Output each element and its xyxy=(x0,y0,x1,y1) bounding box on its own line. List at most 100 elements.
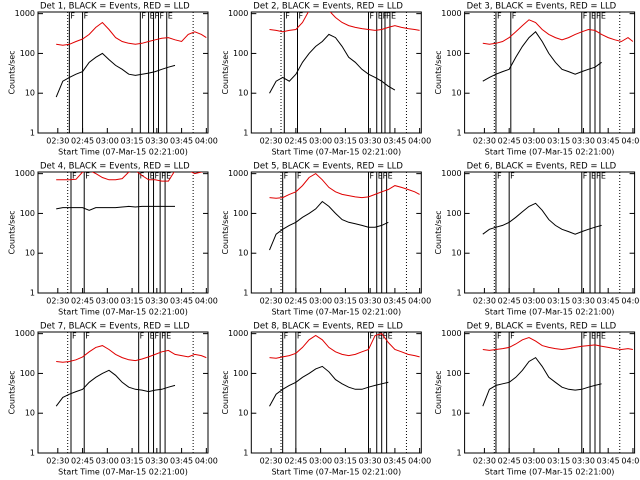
y-tick-label: 10 xyxy=(451,249,461,258)
flag-label: E xyxy=(150,332,155,341)
x-tick-label: 02:45 xyxy=(498,297,521,306)
flag-label: F xyxy=(497,172,502,181)
x-tick-label: 02:45 xyxy=(71,137,94,146)
series-line xyxy=(55,369,176,407)
flag-label: F xyxy=(596,172,601,181)
panel: Det 1, BLACK = Events, RED = LLD Start Ti… xyxy=(8,2,218,157)
flag-label: F xyxy=(72,172,77,181)
x-tick-label: 03:15 xyxy=(547,457,570,466)
x-tick-label: 03:00 xyxy=(309,297,332,306)
y-tick-label: 1000 xyxy=(15,329,35,338)
y-tick-label: 1 xyxy=(30,289,35,298)
x-tick-label: 04:00 xyxy=(621,457,640,466)
x-tick-label: 03:45 xyxy=(170,457,193,466)
chart-title: Det 8, BLACK = Events, RED = LLD xyxy=(253,322,403,332)
flag-label: F xyxy=(155,172,160,181)
y-tick-label: 100 xyxy=(446,209,461,218)
y-tick-label: 1000 xyxy=(228,9,248,18)
series-line xyxy=(56,172,204,182)
x-tick-label: 03:45 xyxy=(170,137,193,146)
y-tick-label: 100 xyxy=(233,49,248,58)
x-axis-label: Start Time (07-Mar-15 02:21:00) xyxy=(271,148,401,157)
chart-title: Det 4, BLACK = Events, RED = LLD xyxy=(40,162,190,172)
chart-title: Det 9, BLACK = Events, RED = LLD xyxy=(467,322,617,332)
flag-label: F xyxy=(386,12,391,21)
x-tick-label: 02:30 xyxy=(260,137,283,146)
x-tick-label: 03:00 xyxy=(522,137,545,146)
x-axis-label: Start Time (07-Mar-15 02:21:00) xyxy=(271,468,401,477)
x-tick-label: 03:00 xyxy=(96,137,119,146)
flag-label: F xyxy=(284,332,289,341)
y-tick-label: 1000 xyxy=(441,329,461,338)
x-tick-label: 02:45 xyxy=(284,137,307,146)
x-tick-label: 02:45 xyxy=(498,457,521,466)
chart-title: Det 6, BLACK = Events, RED = LLD xyxy=(467,162,617,172)
x-axis-label: Start Time (07-Mar-15 02:21:00) xyxy=(58,468,188,477)
flag-label: E xyxy=(166,172,171,181)
panel: Det 2, BLACK = Events, RED = LLD Start Ti… xyxy=(221,2,431,157)
flag-label: F xyxy=(510,172,515,181)
y-tick-label: 10 xyxy=(451,89,461,98)
plot-frame xyxy=(37,331,209,454)
x-tick-label: 03:15 xyxy=(334,137,357,146)
x-tick-label: 02:30 xyxy=(46,297,69,306)
flag-label: F xyxy=(85,332,90,341)
flag-label: F xyxy=(141,12,146,21)
series-line xyxy=(269,33,396,94)
x-tick-label: 03:15 xyxy=(547,137,570,146)
plot-frame xyxy=(250,331,422,454)
series-line xyxy=(482,336,633,351)
plot-frame xyxy=(37,171,209,294)
flag-label: F xyxy=(155,12,160,21)
flag-label: E xyxy=(591,332,596,341)
flag-label: E xyxy=(601,332,606,341)
series-line xyxy=(482,31,602,82)
x-tick-label: 04:00 xyxy=(195,297,218,306)
x-tick-label: 02:45 xyxy=(71,457,94,466)
series-line xyxy=(269,333,420,359)
flag-label: F xyxy=(299,12,304,21)
y-tick-label: 1 xyxy=(457,289,462,298)
x-tick-label: 03:30 xyxy=(572,457,595,466)
x-tick-label: 03:45 xyxy=(383,297,406,306)
panel: Det 4, BLACK = Events, RED = LLD Start Ti… xyxy=(8,162,218,317)
x-tick-label: 02:45 xyxy=(71,297,94,306)
flag-label: F xyxy=(284,172,289,181)
x-tick-label: 02:45 xyxy=(284,297,307,306)
y-axis-label: Counts/sec xyxy=(221,50,230,94)
flag-label: F xyxy=(369,172,374,181)
series-line xyxy=(56,205,175,211)
x-tick-label: 02:45 xyxy=(498,137,521,146)
x-tick-label: 03:30 xyxy=(145,137,168,146)
x-tick-label: 02:30 xyxy=(260,297,283,306)
x-axis-label: Start Time (07-Mar-15 02:21:00) xyxy=(271,308,401,317)
x-tick-label: 03:00 xyxy=(309,457,332,466)
x-tick-label: 03:15 xyxy=(121,297,144,306)
series-line xyxy=(482,19,634,45)
flag-label: E xyxy=(391,12,396,21)
flag-label: F xyxy=(159,12,164,21)
x-axis-label: Start Time (07-Mar-15 02:21:00) xyxy=(485,148,615,157)
flag-label: F xyxy=(583,12,588,21)
x-tick-label: 03:30 xyxy=(359,457,382,466)
x-tick-label: 03:15 xyxy=(121,137,144,146)
y-tick-label: 1000 xyxy=(441,169,461,178)
x-tick-label: 04:00 xyxy=(195,137,218,146)
y-tick-label: 1 xyxy=(243,449,248,458)
x-tick-label: 03:30 xyxy=(145,457,168,466)
flag-label: E xyxy=(601,172,606,181)
flag-label: F xyxy=(285,12,290,21)
flag-label: F xyxy=(161,332,166,341)
flag-label: F xyxy=(497,12,502,21)
series-line xyxy=(56,345,207,363)
y-tick-label: 100 xyxy=(233,369,248,378)
panel: Det 5, BLACK = Events, RED = LLD Start Ti… xyxy=(221,162,431,317)
x-tick-label: 03:30 xyxy=(359,137,382,146)
y-tick-label: 1000 xyxy=(228,329,248,338)
y-tick-label: 10 xyxy=(451,409,461,418)
x-tick-label: 03:30 xyxy=(359,297,382,306)
y-axis-label: Counts/sec xyxy=(434,210,443,254)
flag-label: F xyxy=(369,12,374,21)
flag-label: F xyxy=(297,172,302,181)
